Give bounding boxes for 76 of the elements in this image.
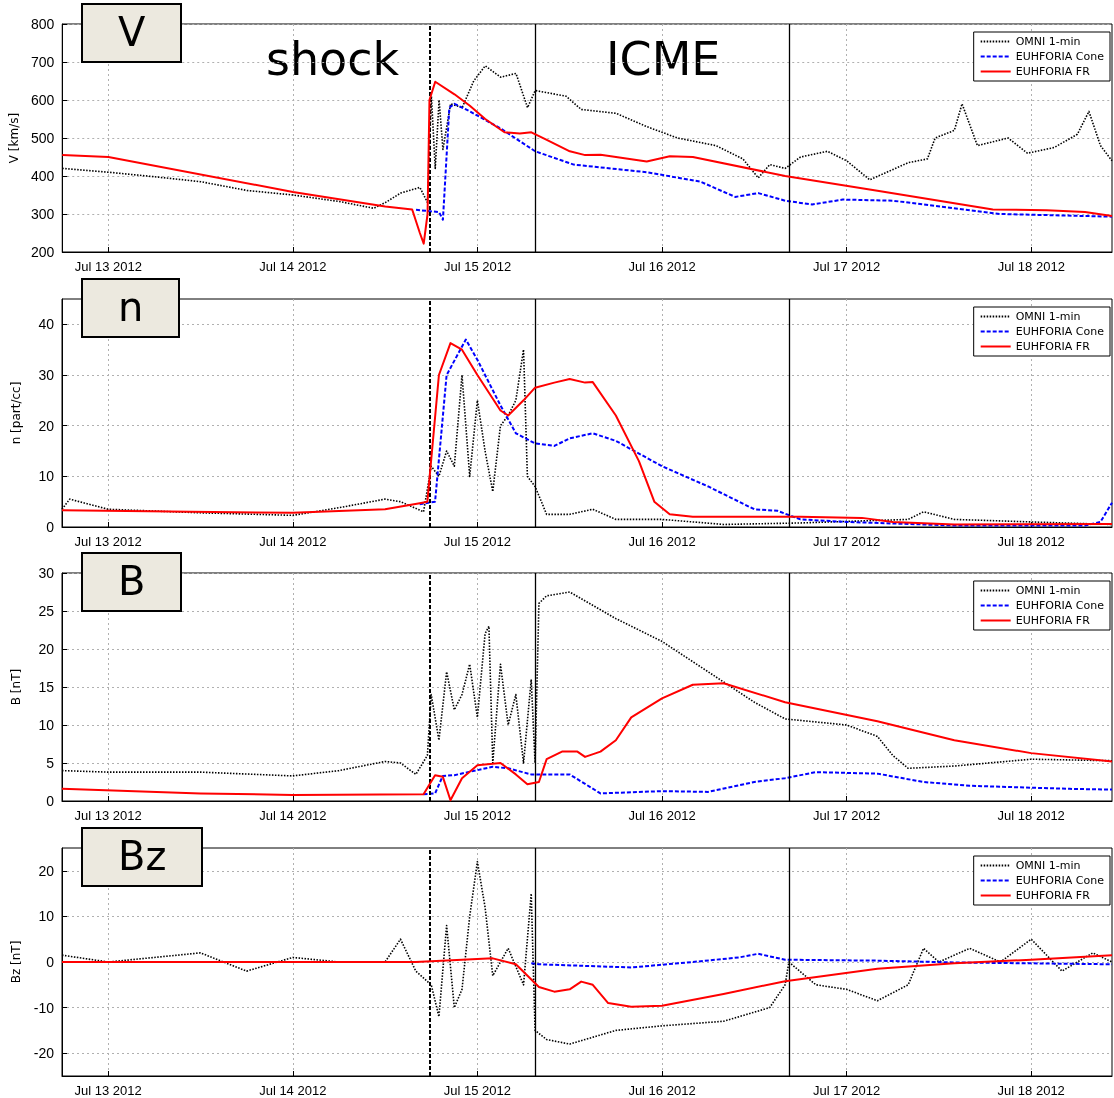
y-tick-label: 15 xyxy=(38,679,55,695)
legend-label: EUHFORIA FR xyxy=(1015,614,1091,627)
legend-label: OMNI 1-min xyxy=(1015,584,1081,597)
x-tick-label: Jul 18 2012 xyxy=(997,259,1065,274)
y-tick-label: 10 xyxy=(38,907,55,924)
x-tick-label: Jul 13 2012 xyxy=(74,1082,142,1098)
y-tick-label: 25 xyxy=(38,603,55,619)
chart-title: Bz xyxy=(118,832,167,879)
legend-label: EUHFORIA Cone xyxy=(1015,873,1105,887)
line-series xyxy=(415,102,1113,221)
y-tick-label: 200 xyxy=(30,244,55,260)
x-tick-label: Jul 18 2012 xyxy=(997,1082,1065,1098)
legend-label: EUHFORIA Cone xyxy=(1015,599,1105,612)
x-tick-label: Jul 18 2012 xyxy=(997,533,1065,549)
y-tick-label: 5 xyxy=(46,755,55,771)
legend-label: EUHFORIA FR xyxy=(1015,888,1091,902)
x-tick-label: Jul 13 2012 xyxy=(74,808,142,823)
x-tick-label: Jul 16 2012 xyxy=(628,1082,696,1098)
chart-title: n xyxy=(118,283,144,330)
y-tick-label: 700 xyxy=(30,54,55,70)
line-series xyxy=(418,338,1113,526)
y-tick-label: 40 xyxy=(38,315,55,332)
x-tick-label: Jul 15 2012 xyxy=(443,259,512,274)
legend-label: EUHFORIA Cone xyxy=(1015,50,1105,63)
annotation: ICME xyxy=(606,32,721,86)
x-tick-label: Jul 14 2012 xyxy=(259,808,327,823)
y-tick-label: 500 xyxy=(30,130,55,146)
y-tick-label: -20 xyxy=(33,1044,55,1061)
y-tick-label: 30 xyxy=(38,366,55,383)
line-series xyxy=(61,953,1113,1008)
x-tick-label: Jul 17 2012 xyxy=(813,259,881,274)
x-tick-label: Jul 13 2012 xyxy=(74,259,143,274)
y-tick-label: 400 xyxy=(30,168,55,184)
line-series xyxy=(61,80,1113,245)
chart-title: V xyxy=(118,9,146,55)
x-tick-label: Jul 15 2012 xyxy=(443,1082,511,1098)
x-tick-label: Jul 16 2012 xyxy=(628,259,696,274)
y-tick-label: 20 xyxy=(38,862,55,879)
line-series xyxy=(422,765,1113,796)
legend-label: EUHFORIA FR xyxy=(1015,339,1091,353)
annotation: shock xyxy=(266,32,400,86)
x-tick-label: Jul 14 2012 xyxy=(259,259,327,274)
y-tick-label: 800 xyxy=(30,16,55,32)
x-tick-label: Jul 17 2012 xyxy=(813,808,881,823)
x-tick-label: Jul 17 2012 xyxy=(813,533,881,549)
line-series xyxy=(530,952,1113,968)
y-tick-label: 0 xyxy=(46,518,55,535)
x-tick-label: Jul 14 2012 xyxy=(259,1082,327,1098)
y-tick-label: 20 xyxy=(38,417,55,434)
x-tick-label: Jul 15 2012 xyxy=(443,808,511,823)
y-tick-label: 10 xyxy=(38,717,55,733)
legend-label: OMNI 1-min xyxy=(1015,309,1081,323)
y-tick-label: 300 xyxy=(30,206,55,222)
y-axis-title: Bz [nT] xyxy=(9,940,23,983)
x-tick-label: Jul 13 2012 xyxy=(74,533,142,549)
chart-title: B xyxy=(118,558,146,604)
x-tick-label: Jul 18 2012 xyxy=(997,808,1065,823)
y-tick-label: 0 xyxy=(46,793,55,809)
x-tick-label: Jul 14 2012 xyxy=(259,533,327,549)
legend-label: OMNI 1-min xyxy=(1015,858,1081,872)
legend-label: EUHFORIA Cone xyxy=(1015,324,1105,338)
legend-label: OMNI 1-min xyxy=(1015,35,1081,48)
x-tick-label: Jul 16 2012 xyxy=(628,808,696,823)
y-axis-title: n [part/cc] xyxy=(9,381,23,444)
y-tick-label: 10 xyxy=(38,467,55,484)
legend-label: EUHFORIA FR xyxy=(1015,65,1091,78)
y-axis-title: B [nT] xyxy=(9,668,23,706)
x-tick-label: Jul 15 2012 xyxy=(443,533,511,549)
y-tick-label: 30 xyxy=(38,565,55,581)
y-tick-label: 600 xyxy=(30,92,55,108)
x-tick-label: Jul 16 2012 xyxy=(628,533,696,549)
y-tick-label: 0 xyxy=(46,953,55,970)
y-axis-title: V [km/s] xyxy=(7,112,21,164)
y-tick-label: 20 xyxy=(38,641,55,657)
x-tick-label: Jul 17 2012 xyxy=(813,1082,881,1098)
y-tick-label: -10 xyxy=(33,999,55,1016)
